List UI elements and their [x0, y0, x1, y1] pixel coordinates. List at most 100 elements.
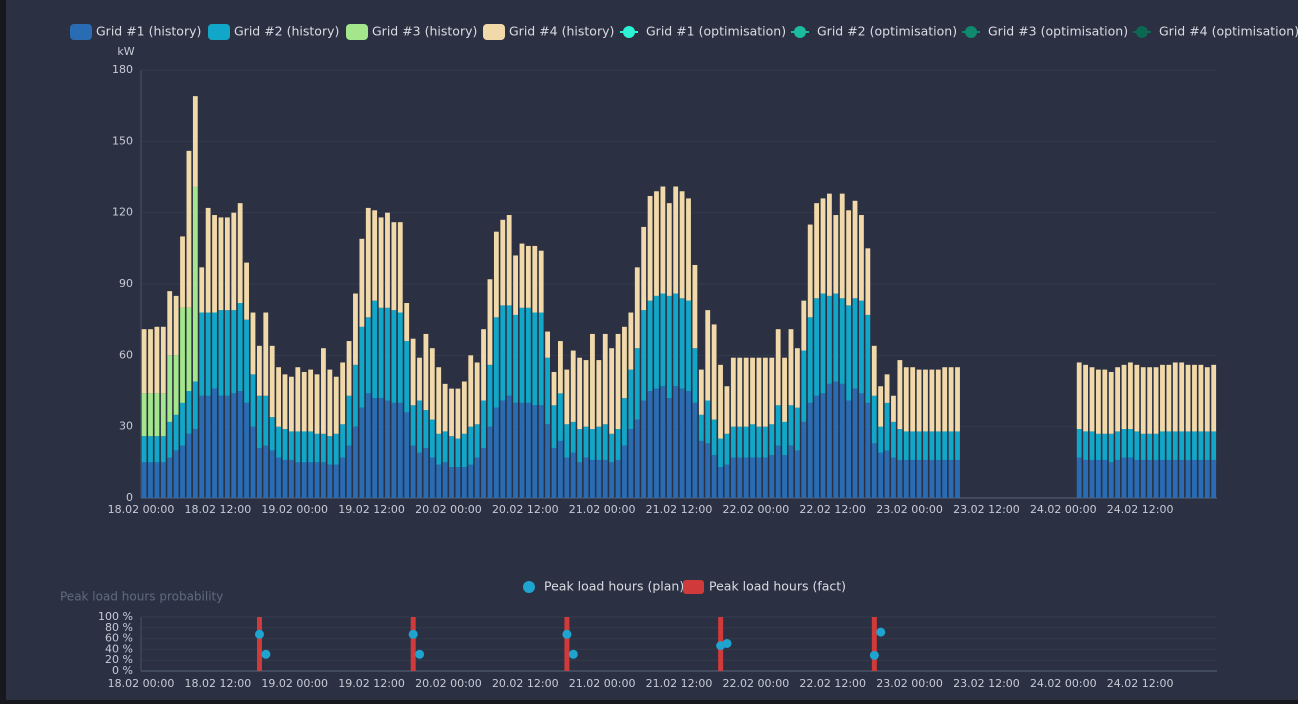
bar-segment: [1179, 362, 1185, 432]
bar-segment: [884, 402, 890, 451]
bar-segment: [1198, 459, 1204, 498]
bar-segment: [417, 357, 422, 401]
y-tick-label: 180: [112, 63, 133, 76]
bar-segment: [1089, 367, 1095, 432]
fact-bar: [410, 617, 416, 671]
bar-segment: [365, 317, 371, 394]
bar-segment: [622, 326, 627, 399]
bar-segment: [839, 298, 845, 384]
bar-segment: [1204, 367, 1210, 432]
x-tick-label: 19.02 00:00: [261, 503, 328, 516]
bar-segment: [461, 433, 467, 468]
fact-bar: [871, 617, 877, 671]
bar-segment: [442, 383, 448, 432]
bar-segment: [148, 436, 153, 463]
bar-segment: [353, 426, 358, 498]
bar-segment: [955, 459, 960, 498]
bar-segment: [679, 298, 685, 389]
bar-segment: [859, 215, 864, 301]
bar-segment: [622, 445, 627, 498]
plan-point: [415, 649, 425, 659]
bar-segment: [532, 245, 538, 313]
bar-segment: [814, 298, 820, 396]
bar-segment: [730, 426, 736, 458]
bar-segment: [551, 371, 557, 406]
bar-segment: [897, 360, 903, 430]
bar-segment: [724, 386, 730, 434]
y-tick-label: 20 %: [105, 653, 133, 666]
legend-label: Grid #1 (optimisation): [646, 24, 786, 39]
plan-point: [722, 638, 732, 648]
y-tick-label: 0: [126, 491, 133, 504]
bar-segment: [756, 357, 762, 427]
bar-segment: [711, 324, 717, 420]
bar-segment: [1211, 364, 1217, 432]
bar-segment: [1192, 459, 1197, 498]
bar-segment: [570, 452, 576, 498]
bar-segment: [935, 369, 941, 432]
bar-segment: [891, 421, 896, 458]
bar-segment: [596, 360, 602, 427]
x-tick-label: 21.02 00:00: [569, 677, 636, 690]
bar-segment: [807, 224, 813, 318]
bar-segment: [493, 231, 499, 318]
bar-segment: [513, 314, 518, 403]
bar-segment: [455, 467, 461, 498]
bar-segment: [852, 388, 858, 498]
bar-segment: [686, 198, 691, 301]
bar-segment: [538, 250, 544, 313]
bar-segment: [301, 431, 307, 463]
bar-segment: [1121, 364, 1127, 430]
bar-segment: [743, 457, 749, 498]
bar-segment: [372, 398, 378, 498]
bar-segment: [718, 467, 723, 498]
bar-segment: [705, 443, 711, 498]
bar-segment: [474, 362, 480, 425]
y-tick-label: 60 %: [105, 632, 133, 645]
x-tick-label: 18.02 12:00: [185, 677, 252, 690]
bar-segment: [1140, 433, 1146, 460]
bar-segment: [141, 329, 147, 394]
bar-segment: [180, 402, 185, 446]
bar-segment: [289, 431, 294, 460]
bar-segment: [378, 307, 384, 399]
bar-segment: [654, 388, 659, 498]
bar-segment: [397, 402, 403, 498]
legend-label: Grid #3 (history): [372, 24, 477, 39]
bar-segment: [231, 310, 237, 394]
bar-segment: [577, 462, 583, 498]
bar-segment: [282, 374, 288, 430]
bar-segment: [769, 357, 775, 425]
bar-segment: [301, 371, 307, 432]
y-tick-label: 150: [112, 134, 133, 147]
bar-segment: [468, 464, 474, 498]
bar-segment: [314, 433, 320, 463]
x-tick-label: 20.02 12:00: [492, 503, 559, 516]
bar-segment: [1185, 364, 1191, 432]
y-tick-label: 60: [119, 348, 133, 361]
bar-segment: [865, 314, 871, 403]
y-tick-label: 80 %: [105, 621, 133, 634]
x-tick-label: 24.02 12:00: [1107, 503, 1174, 516]
bar-segment: [948, 459, 954, 498]
y-tick-label: 100 %: [98, 610, 133, 623]
bar-segment: [1076, 457, 1082, 498]
bar-segment: [916, 431, 922, 460]
bar-segment: [525, 307, 531, 403]
bar-segment: [289, 376, 294, 432]
bar-segment: [160, 326, 166, 394]
bar-segment: [1115, 459, 1121, 498]
bar-segment: [615, 333, 621, 430]
bar-segment: [903, 459, 909, 498]
bar-segment: [519, 402, 525, 498]
bar-segment: [865, 248, 871, 315]
bar-segment: [609, 348, 615, 434]
bar-segment: [1147, 367, 1153, 434]
bar-segment: [583, 360, 589, 427]
bar-segment: [263, 312, 269, 396]
bar-segment: [788, 405, 794, 446]
bar-segment: [1083, 364, 1089, 432]
bar-segment: [634, 348, 640, 420]
bar-segment: [923, 459, 928, 498]
y-tick-label: 40 %: [105, 642, 133, 655]
